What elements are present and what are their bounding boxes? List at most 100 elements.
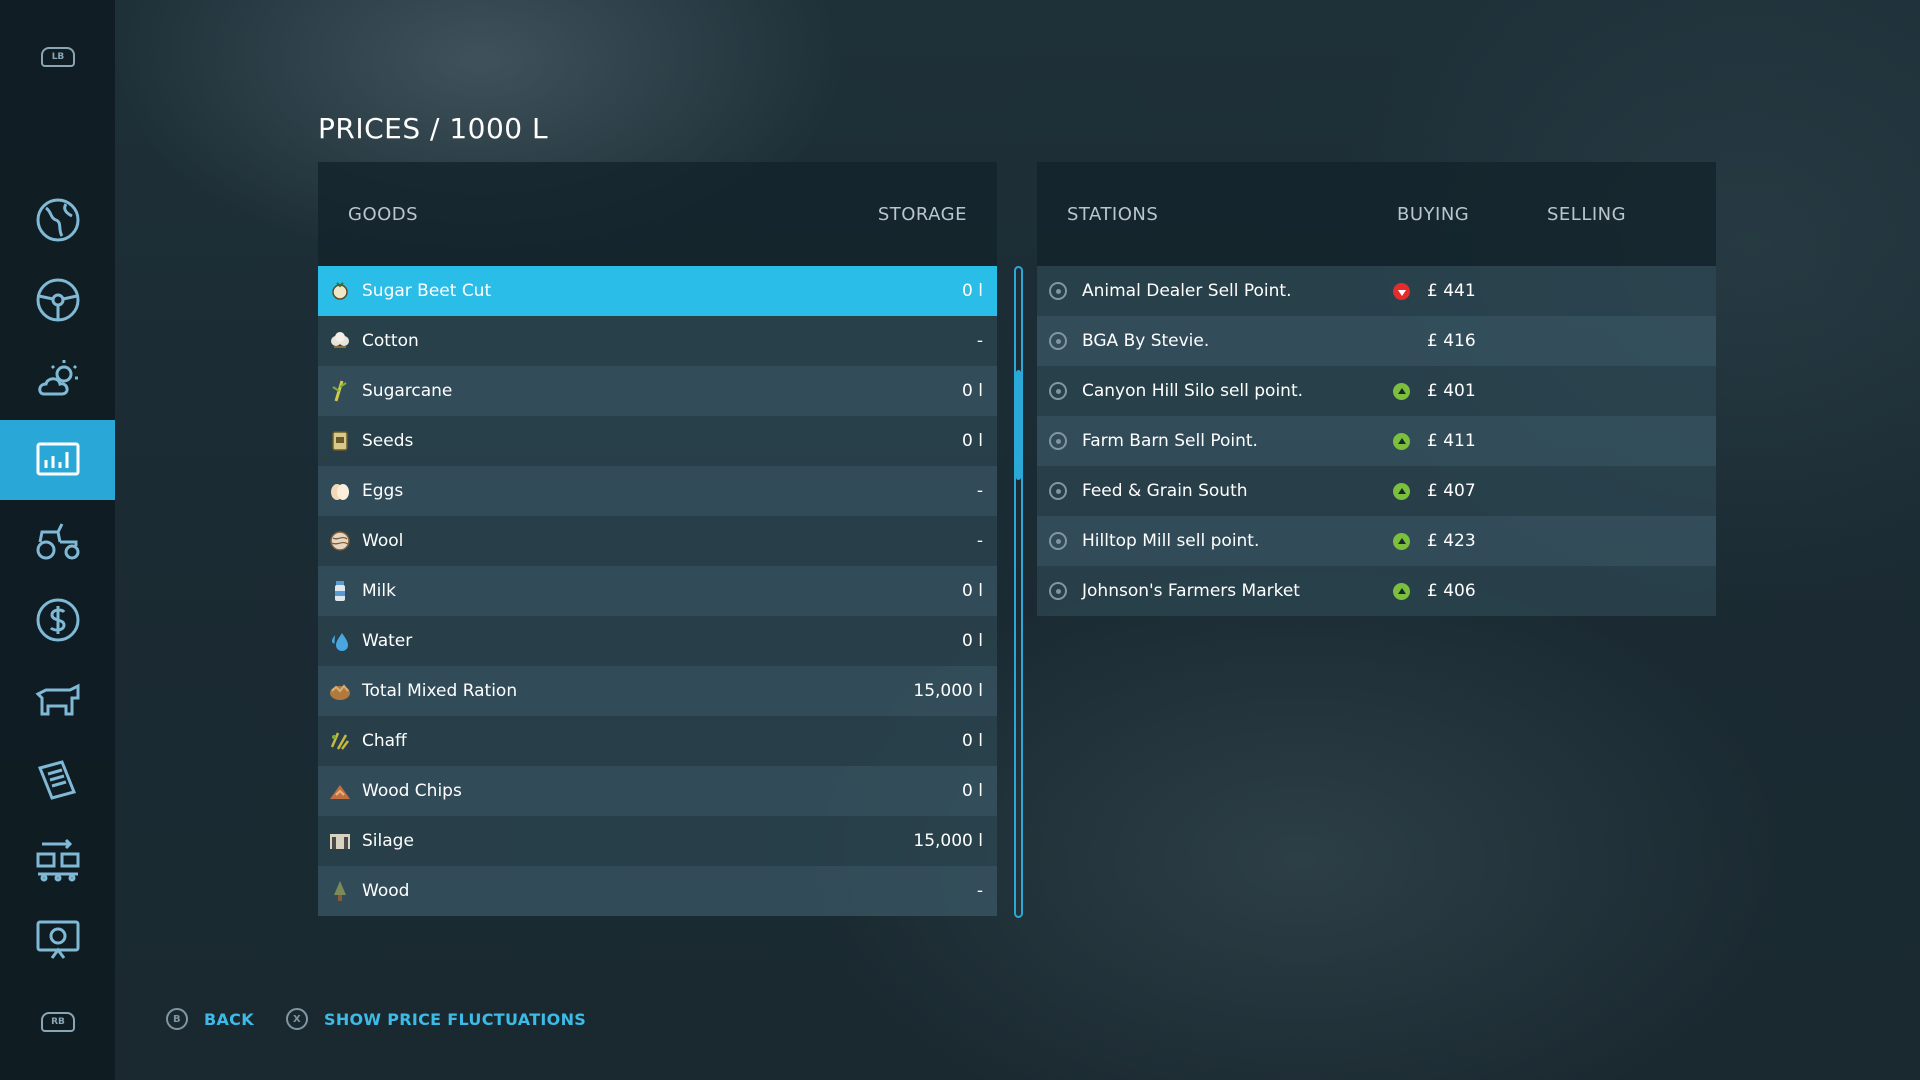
back-label: BACK xyxy=(204,1009,254,1029)
goods-name: Sugar Beet Cut xyxy=(362,281,492,301)
goods-row-sugar-beet-cut[interactable]: Sugar Beet Cut 0 l xyxy=(318,266,997,316)
station-price: £ 423 xyxy=(1427,531,1476,551)
station-name: BGA By Stevie. xyxy=(1082,331,1210,351)
sidebar-item-help[interactable] xyxy=(0,900,115,980)
goods-row-silage[interactable]: Silage 15,000 l xyxy=(318,816,997,866)
goods-row-wood-chips[interactable]: Wood Chips 0 l xyxy=(318,766,997,816)
goods-storage: 0 l xyxy=(962,731,983,751)
goods-name: Chaff xyxy=(362,731,407,751)
goods-row-wool[interactable]: Wool - xyxy=(318,516,997,566)
station-name: Canyon Hill Silo sell point. xyxy=(1082,381,1304,401)
price-trend-up-icon xyxy=(1393,433,1410,450)
station-price: £ 416 xyxy=(1427,331,1476,351)
station-name: Animal Dealer Sell Point. xyxy=(1082,281,1292,301)
goods-row-wood[interactable]: Wood - xyxy=(318,866,997,916)
goods-row-cotton[interactable]: Cotton - xyxy=(318,316,997,366)
goods-name: Water xyxy=(362,631,413,651)
station-row[interactable]: Johnson's Farmers Market £ 406 xyxy=(1037,566,1716,616)
wool-icon xyxy=(328,529,352,553)
sidebar-item-contracts[interactable] xyxy=(0,740,115,820)
milk-icon xyxy=(328,579,352,603)
cow-icon xyxy=(34,683,79,716)
goods-storage: 0 l xyxy=(962,631,983,651)
goods-row-milk[interactable]: Milk 0 l xyxy=(318,566,997,616)
station-name: Feed & Grain South xyxy=(1082,481,1248,501)
production-chain-icon xyxy=(36,838,79,882)
show-price-fluctuations-button[interactable]: X SHOW PRICE FLUCTUATIONS xyxy=(286,1008,586,1030)
goods-header: GOODS STORAGE xyxy=(318,162,997,266)
seeds-icon xyxy=(328,429,352,453)
goods-storage: 0 l xyxy=(962,581,983,601)
sidebar-item-weather[interactable] xyxy=(0,340,115,420)
station-row[interactable]: BGA By Stevie. £ 416 xyxy=(1037,316,1716,366)
goods-row-sugarcane[interactable]: Sugarcane 0 l xyxy=(318,366,997,416)
station-price: £ 411 xyxy=(1427,431,1476,451)
storage-column-header: STORAGE xyxy=(877,204,967,225)
buying-column-header: BUYING xyxy=(1397,204,1470,225)
sidebar-item-map[interactable] xyxy=(0,180,115,260)
x-button-icon: X xyxy=(286,1008,308,1030)
goods-row-chaff[interactable]: Chaff 0 l xyxy=(318,716,997,766)
help-screen-icon xyxy=(36,920,79,959)
price-trend-down-icon xyxy=(1393,283,1410,300)
lb-bumper-icon[interactable]: LB xyxy=(41,47,75,67)
goods-column-header: GOODS xyxy=(348,204,419,225)
goods-name: Sugarcane xyxy=(362,381,453,401)
station-price: £ 406 xyxy=(1427,581,1476,601)
goods-name: Wood xyxy=(362,881,410,901)
show-price-fluctuations-label: SHOW PRICE FLUCTUATIONS xyxy=(324,1009,587,1029)
sell-point-icon xyxy=(1049,532,1067,550)
goods-storage: 0 l xyxy=(962,781,983,801)
goods-name: Total Mixed Ration xyxy=(362,681,518,701)
wood-chips-icon xyxy=(328,779,352,803)
back-button[interactable]: B BACK xyxy=(166,1008,254,1030)
sidebar-item-fleet[interactable] xyxy=(0,500,115,580)
station-row[interactable]: Hilltop Mill sell point. £ 423 xyxy=(1037,516,1716,566)
sidebar-item-finances[interactable] xyxy=(0,580,115,660)
sidebar-item-vehicles[interactable] xyxy=(0,260,115,340)
station-row[interactable]: Feed & Grain South £ 407 xyxy=(1037,466,1716,516)
total-mixed-ration-icon xyxy=(328,679,352,703)
station-name: Hilltop Mill sell point. xyxy=(1082,531,1260,551)
sidebar-item-animals[interactable] xyxy=(0,660,115,740)
water-icon xyxy=(328,629,352,653)
goods-name: Wood Chips xyxy=(362,781,462,801)
station-row[interactable]: Farm Barn Sell Point. £ 411 xyxy=(1037,416,1716,466)
documents-icon xyxy=(37,760,76,800)
goods-scrollbar-thumb[interactable] xyxy=(1016,370,1021,480)
chaff-icon xyxy=(328,729,352,753)
price-trend-up-icon xyxy=(1393,533,1410,550)
wood-icon xyxy=(328,879,352,903)
station-row[interactable]: Canyon Hill Silo sell point. £ 401 xyxy=(1037,366,1716,416)
goods-row-eggs[interactable]: Eggs - xyxy=(318,466,997,516)
goods-storage: - xyxy=(976,481,983,501)
station-price: £ 407 xyxy=(1427,481,1476,501)
sidebar-item-prices[interactable] xyxy=(0,420,115,500)
eggs-icon xyxy=(328,479,352,503)
sell-point-icon xyxy=(1049,482,1067,500)
stations-column-header: STATIONS xyxy=(1067,204,1159,225)
sidebar: LB xyxy=(0,0,115,1080)
goods-name: Eggs xyxy=(362,481,404,501)
goods-storage: 0 l xyxy=(962,381,983,401)
goods-panel: GOODS STORAGE Sugar Beet Cut 0 l Cotton … xyxy=(318,162,997,916)
sidebar-item-production[interactable] xyxy=(0,820,115,900)
goods-storage: - xyxy=(976,331,983,351)
goods-storage: - xyxy=(976,881,983,901)
rb-bumper-icon[interactable]: RB xyxy=(41,1012,75,1032)
goods-row-seeds[interactable]: Seeds 0 l xyxy=(318,416,997,466)
sell-point-icon xyxy=(1049,332,1067,350)
goods-row-water[interactable]: Water 0 l xyxy=(318,616,997,666)
stations-panel: STATIONS BUYING SELLING Animal Dealer Se… xyxy=(1037,162,1716,616)
sell-point-icon xyxy=(1049,432,1067,450)
goods-row-total-mixed-ration[interactable]: Total Mixed Ration 15,000 l xyxy=(318,666,997,716)
goods-scrollbar[interactable] xyxy=(1014,266,1023,918)
price-trend-up-icon xyxy=(1393,483,1410,500)
goods-name: Silage xyxy=(362,831,414,851)
goods-storage: 0 l xyxy=(962,281,983,301)
goods-storage: 15,000 l xyxy=(913,681,983,701)
cotton-icon xyxy=(328,329,352,353)
globe-map-icon xyxy=(36,198,79,242)
station-row[interactable]: Animal Dealer Sell Point. £ 441 xyxy=(1037,266,1716,316)
stations-header: STATIONS BUYING SELLING xyxy=(1037,162,1716,266)
